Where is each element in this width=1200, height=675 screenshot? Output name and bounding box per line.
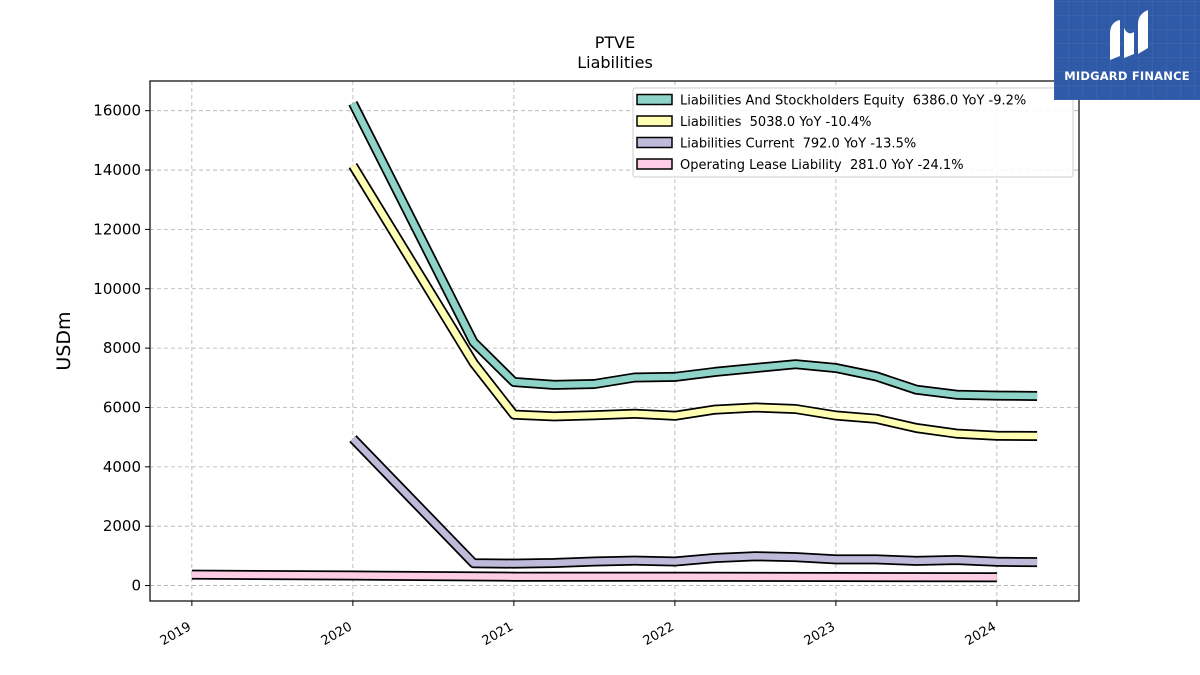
x-tick-label: 2021 xyxy=(480,619,516,649)
series-line xyxy=(349,101,1038,400)
grid-lines xyxy=(150,81,1079,601)
x-tick-label: 2024 xyxy=(963,619,999,649)
legend: Liabilities And Stockholders Equity 6386… xyxy=(632,87,1074,178)
legend-swatch xyxy=(636,158,673,170)
y-tick-label: 2000 xyxy=(103,517,141,535)
x-tick-label: 2020 xyxy=(319,619,355,649)
legend-swatch xyxy=(636,115,673,127)
y-tick-label: 4000 xyxy=(103,458,141,476)
plot-frame xyxy=(149,80,1080,602)
y-tick-label: 14000 xyxy=(93,161,141,179)
legend-swatch xyxy=(636,136,673,149)
series-line xyxy=(350,436,1038,567)
series-line xyxy=(191,571,997,581)
brand-logo: MIDGARD FINANCE xyxy=(1054,0,1200,100)
legend-entry-label: Liabilities Current 792.0 YoY -13.5% xyxy=(680,137,916,152)
series-layer xyxy=(191,101,1038,583)
legend-box xyxy=(632,87,1074,178)
y-tick-label: 8000 xyxy=(103,339,141,357)
x-tick-label: 2022 xyxy=(641,619,677,649)
legend-entry-label: Operating Lease Liability 281.0 YoY -24.… xyxy=(680,158,964,173)
x-tick-label: 2023 xyxy=(802,619,838,649)
y-tick-label: 6000 xyxy=(103,398,141,416)
chart-title: PTVE xyxy=(595,33,635,52)
chart-subtitle: Liabilities xyxy=(577,53,653,72)
y-tick-label: 16000 xyxy=(93,102,141,120)
x-tick-label: 2019 xyxy=(158,619,194,649)
brand-mark-icon xyxy=(1110,10,1148,60)
y-tick-label: 12000 xyxy=(93,220,141,238)
y-axis-label: USDm xyxy=(53,311,75,370)
series-line xyxy=(350,163,1038,440)
y-tick-label: 10000 xyxy=(93,280,141,298)
brand-name: MIDGARD FINANCE xyxy=(1064,69,1190,83)
legend-entry-label: Liabilities 5038.0 YoY -10.4% xyxy=(680,115,872,130)
legend-swatch xyxy=(636,93,673,106)
y-tick-label: 0 xyxy=(131,577,141,595)
legend-entry-label: Liabilities And Stockholders Equity 6386… xyxy=(680,94,1026,109)
